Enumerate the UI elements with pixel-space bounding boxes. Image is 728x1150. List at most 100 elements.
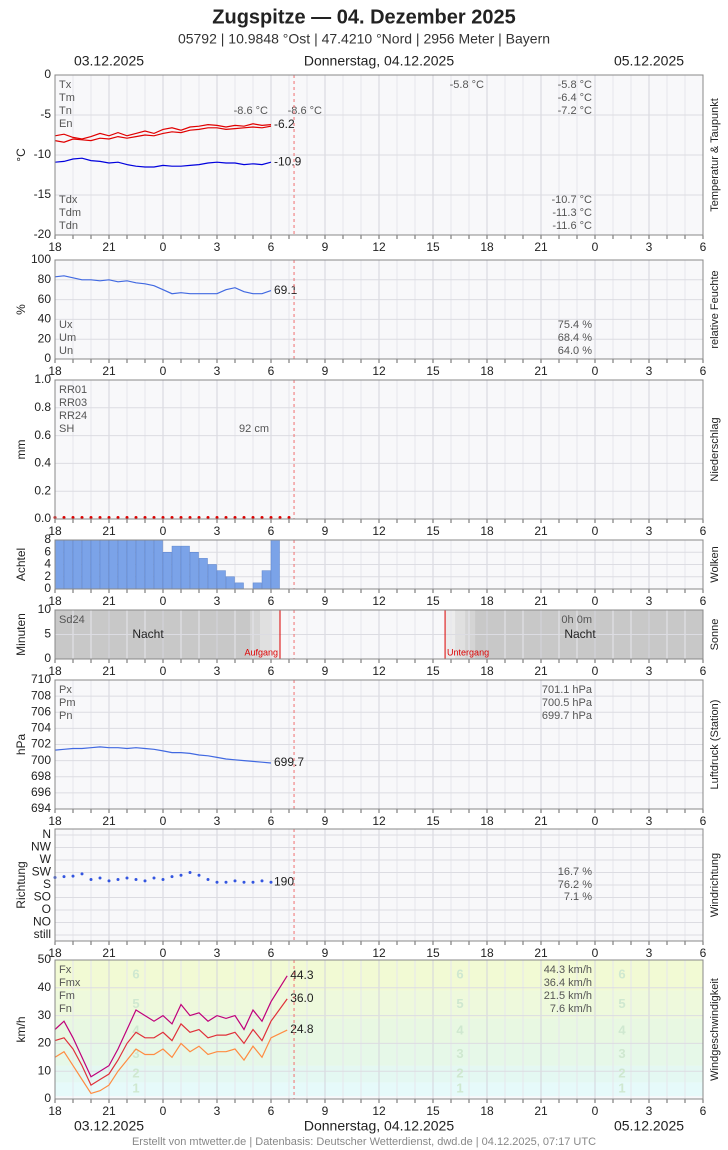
beaufort-label: 1 <box>132 1081 139 1096</box>
point <box>143 879 147 883</box>
sun-event-label: Aufgang <box>244 647 278 657</box>
point <box>170 516 174 519</box>
bar <box>144 539 154 590</box>
bar <box>216 570 226 590</box>
x-tick-label: 6 <box>268 594 275 608</box>
note: Nacht <box>132 627 164 641</box>
y-tick-label: -10 <box>34 147 52 161</box>
x-tick-label: 0 <box>160 524 167 538</box>
panel-frame <box>54 679 704 810</box>
note: RR03 <box>59 397 87 409</box>
y-tick-label: 0 <box>44 651 51 665</box>
x-tick-label: 18 <box>48 946 62 960</box>
x-tick-label: 12 <box>372 240 386 254</box>
point <box>278 516 282 519</box>
x-tick-label: 6 <box>700 664 707 678</box>
note: Fn <box>59 1003 72 1015</box>
y-tick-label: NO <box>33 915 51 929</box>
x-tick-label: 21 <box>102 594 116 608</box>
y-tick-label: 20 <box>38 331 52 345</box>
x-tick-label: 18 <box>48 524 62 538</box>
end-label: 699.7 <box>274 755 304 769</box>
point <box>179 873 183 877</box>
point <box>71 874 75 878</box>
x-tick-label: 18 <box>48 240 62 254</box>
y-tick-label: 6 <box>44 544 51 558</box>
x-tick-label: 3 <box>214 364 221 378</box>
date-label: 05.12.2025 <box>614 1118 684 1134</box>
note: -10.7 °C <box>552 194 593 206</box>
side-label: Windgeschwindigkeit <box>709 978 721 1081</box>
end-label: 69.1 <box>274 283 298 297</box>
y-tick-label: 10 <box>38 602 52 616</box>
end-label: 24.8 <box>290 1022 314 1036</box>
x-tick-label: 15 <box>426 946 440 960</box>
y-tick-label: O <box>42 902 51 916</box>
note: -8.6 °C <box>234 105 268 117</box>
x-tick-label: 18 <box>48 1104 62 1118</box>
note: Pn <box>59 710 72 722</box>
bar <box>99 539 109 590</box>
x-tick-label: 6 <box>700 240 707 254</box>
point <box>215 880 219 884</box>
note: RR01 <box>59 384 87 396</box>
y-tick-label: 30 <box>38 1008 52 1022</box>
x-tick-label: 0 <box>592 946 599 960</box>
x-tick-label: 12 <box>372 814 386 828</box>
end-label: -10.9 <box>274 154 302 168</box>
point <box>107 879 111 883</box>
note: 92 cm <box>239 423 269 435</box>
x-tick-label: 3 <box>214 664 221 678</box>
x-tick-label: 0 <box>160 946 167 960</box>
note: 7.6 km/h <box>550 1003 592 1015</box>
x-tick-label: 3 <box>646 364 653 378</box>
bar <box>72 539 82 590</box>
x-tick-label: 21 <box>534 364 548 378</box>
x-tick-label: 9 <box>322 364 329 378</box>
y-tick-label: NW <box>31 840 52 854</box>
note: Sd24 <box>59 614 85 626</box>
x-tick-label: 6 <box>700 594 707 608</box>
x-tick-label: 0 <box>592 1104 599 1118</box>
x-tick-label: 9 <box>322 664 329 678</box>
y-tick-label: 698 <box>31 769 51 783</box>
note: Tn <box>59 105 72 117</box>
beaufort-label: 3 <box>132 1046 139 1061</box>
beaufort-label: 2 <box>456 1065 463 1080</box>
date-label: 05.12.2025 <box>614 53 684 69</box>
x-tick-label: 12 <box>372 524 386 538</box>
note: -6.4 °C <box>558 92 592 104</box>
point <box>152 516 156 519</box>
x-tick-label: 12 <box>372 364 386 378</box>
y-tick-label: 10 <box>38 1063 52 1077</box>
x-tick-label: 15 <box>426 664 440 678</box>
y-tick-label: 702 <box>31 737 51 751</box>
point <box>62 516 66 519</box>
point <box>98 516 102 519</box>
point <box>161 877 165 881</box>
bar <box>63 539 73 590</box>
side-label: Windrichtung <box>709 853 721 917</box>
beaufort-label: 2 <box>618 1065 625 1080</box>
point <box>134 516 138 519</box>
x-tick-label: 21 <box>102 814 116 828</box>
bar <box>81 539 91 590</box>
y-axis-label: Achtel <box>14 548 28 581</box>
y-axis-label: % <box>14 304 28 315</box>
x-tick-label: 12 <box>372 664 386 678</box>
x-tick-label: 6 <box>268 664 275 678</box>
point <box>125 516 129 519</box>
series-line <box>54 975 288 1078</box>
x-tick-label: 15 <box>426 594 440 608</box>
panel-frame <box>54 259 704 360</box>
x-tick-label: 21 <box>534 1104 548 1118</box>
beaufort-label: 6 <box>618 967 625 982</box>
x-tick-label: 18 <box>48 664 62 678</box>
note: Fm <box>59 990 75 1002</box>
credit: Erstellt von mtwetter.de | Datenbasis: D… <box>132 1136 596 1148</box>
y-axis-label: Richtung <box>14 861 28 908</box>
point <box>224 516 228 519</box>
x-tick-label: 21 <box>534 814 548 828</box>
note: 0h 0m <box>561 614 592 626</box>
date-label: 03.12.2025 <box>74 53 144 69</box>
